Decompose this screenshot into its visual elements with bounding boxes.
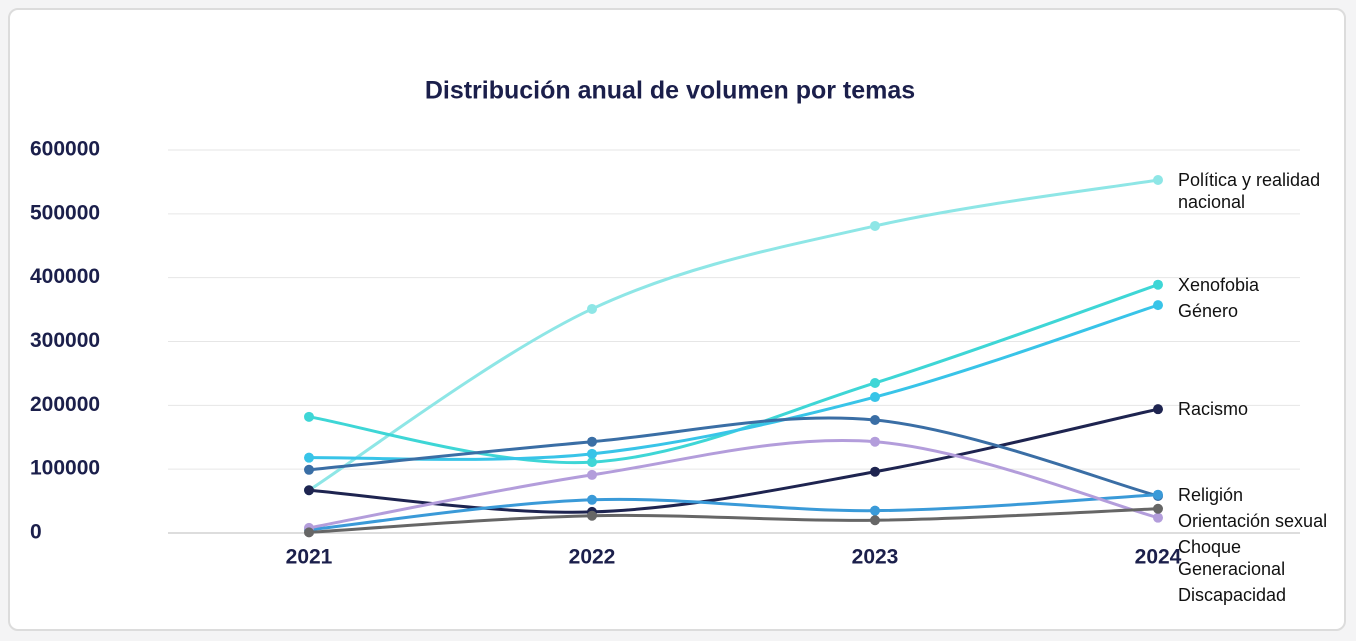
data-point (1153, 279, 1163, 290)
data-point (587, 436, 597, 447)
series-line (308, 493, 1159, 532)
y-tick-label: 200000 (30, 393, 100, 416)
series-label: Xenofobia (1178, 274, 1260, 295)
series-line (308, 283, 1159, 465)
data-point (304, 464, 314, 475)
data-point (587, 469, 597, 480)
data-point (1153, 503, 1163, 514)
data-point (587, 457, 597, 468)
series-label: Política y realidad nacional (1178, 170, 1321, 212)
series-line (308, 416, 1159, 498)
y-tick-label: 600000 (30, 138, 100, 161)
data-point (870, 392, 880, 403)
chart-card: Distribución anual de volumen por temas … (8, 8, 1346, 631)
y-tick-label: 0 (30, 521, 42, 544)
y-tick-label: 500000 (30, 201, 100, 224)
data-point (870, 515, 880, 526)
series-label: Orientación sexual (1178, 510, 1328, 531)
series-label: Racismo (1178, 399, 1249, 420)
series-line (308, 439, 1159, 530)
data-point (870, 415, 880, 426)
data-point (304, 411, 314, 422)
y-tick-label: 100000 (30, 457, 100, 480)
data-point (1153, 300, 1163, 311)
series-label: Discapacidad (1178, 584, 1287, 605)
data-point (870, 377, 880, 388)
x-tick-label: 2022 (569, 546, 616, 569)
chart-title: Distribución anual de volumen por temas (425, 77, 915, 105)
x-tick-label: 2024 (1135, 546, 1182, 569)
x-tick-label: 2023 (852, 546, 899, 569)
data-point (587, 303, 597, 314)
data-point (304, 452, 314, 463)
x-tick-label: 2021 (286, 546, 333, 569)
data-point (1153, 489, 1163, 500)
series-label: Religión (1178, 484, 1244, 505)
series-line (308, 507, 1159, 534)
series-line (308, 178, 1159, 492)
series-line (308, 303, 1159, 461)
chart: Distribución anual de volumen por temas … (30, 77, 1300, 569)
series-label: Género (1178, 300, 1239, 321)
data-point (304, 485, 314, 496)
data-point (870, 466, 880, 477)
data-point (304, 527, 314, 538)
data-point (870, 220, 880, 231)
y-tick-label: 400000 (30, 265, 100, 288)
data-point (1153, 512, 1163, 523)
data-point (587, 448, 597, 459)
data-point (587, 494, 597, 505)
data-point (1153, 404, 1163, 415)
y-tick-label: 300000 (30, 329, 100, 352)
data-point (1153, 175, 1163, 186)
series-label: Choque Generacional (1178, 536, 1286, 579)
data-point (587, 510, 597, 521)
data-point (870, 436, 880, 447)
data-point (870, 505, 880, 516)
